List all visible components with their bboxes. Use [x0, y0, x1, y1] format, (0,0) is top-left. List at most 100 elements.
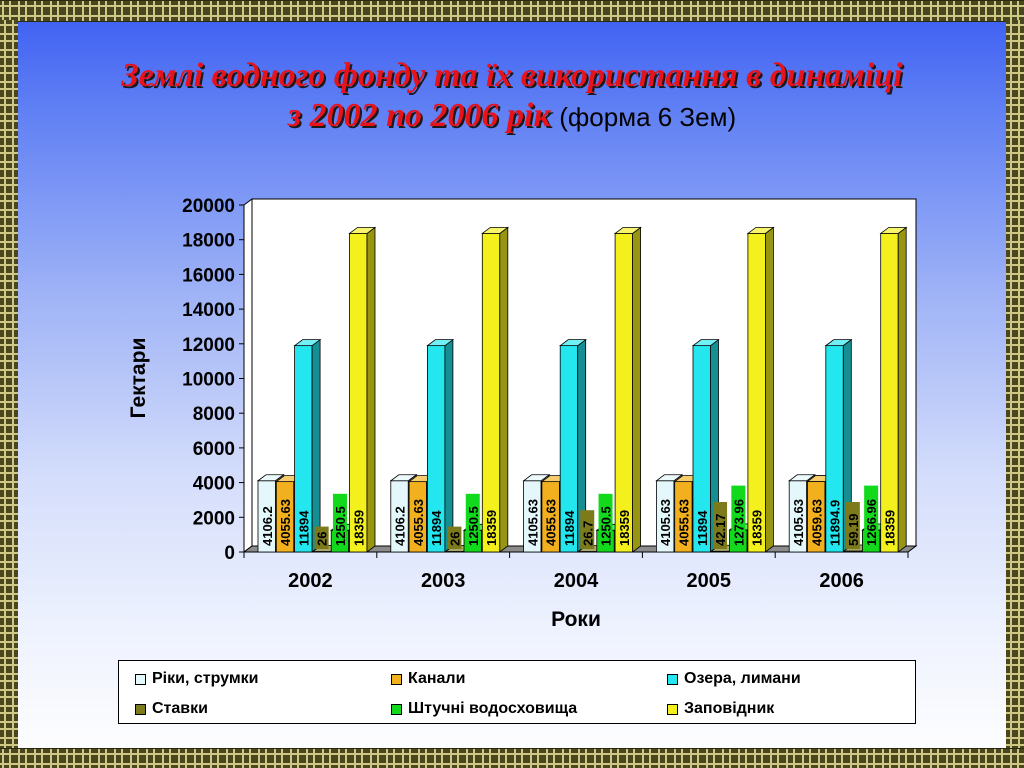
- data-label: 1250.5: [465, 493, 481, 549]
- data-label-text: 18359: [617, 510, 632, 546]
- bar-top: [879, 227, 908, 234]
- data-label-text: 1250.5: [599, 506, 614, 546]
- y-axis-label: Гектари: [127, 338, 150, 419]
- y-tick-label: 18000: [182, 231, 235, 252]
- x-tick-label: 2002: [288, 570, 333, 592]
- bottom-border: [0, 748, 1024, 768]
- chart-side-wall: [243, 198, 253, 553]
- y-tick-label: 8000: [193, 404, 235, 425]
- data-label-background: [616, 502, 631, 549]
- bar-top: [481, 227, 509, 234]
- legend-swatch: [135, 673, 146, 685]
- bar-top: [348, 227, 377, 234]
- bar: [348, 226, 377, 553]
- data-label: 18359: [882, 502, 897, 549]
- data-label-text: 18359: [351, 510, 366, 546]
- legend-label: Ріки, струмки: [152, 670, 259, 687]
- data-label-background: [809, 485, 824, 549]
- data-label-background: [731, 485, 746, 549]
- legend-item: Озера, лимани: [667, 669, 801, 689]
- data-label-text: 4105.63: [658, 499, 673, 546]
- data-label: 4105.63: [525, 485, 540, 549]
- data-label-text: 11894: [296, 510, 311, 546]
- data-label: 4055.63: [543, 485, 559, 549]
- data-label-text: 4055.63: [411, 499, 426, 546]
- data-label-background: [392, 493, 407, 549]
- bar-side: [632, 226, 641, 553]
- bar: [559, 338, 587, 553]
- data-label-background: [410, 485, 425, 549]
- data-label-text: 4105.63: [791, 499, 806, 546]
- data-label-background: [845, 502, 860, 549]
- data-label: 59.19: [845, 502, 861, 549]
- data-label-background: [694, 502, 709, 549]
- legend-label: Заповідник: [684, 700, 775, 717]
- data-label-text: 26: [447, 532, 462, 546]
- bar-side: [311, 338, 321, 553]
- data-label: 11894: [694, 502, 710, 549]
- x-tick-label: 2006: [819, 570, 864, 592]
- data-label-text: 4055.63: [676, 499, 691, 546]
- legend-swatch: [391, 673, 402, 685]
- legend-item: Ставки: [135, 699, 208, 719]
- top-border: [0, 0, 1024, 22]
- y-tick-label: 4000: [193, 474, 235, 495]
- chart-legend: Ріки, струмки Канали Озера, лимани Ставки Шт…: [118, 660, 916, 724]
- x-tick-labels: 2002 2003 2004 2005 2006: [243, 552, 909, 592]
- data-label-text: 11894: [695, 510, 710, 546]
- y-tick-labels: 0 2000 4000 6000 8000 10000 12000 14000 16000 180…: [182, 196, 244, 564]
- data-label: 26: [447, 526, 462, 549]
- data-label-background: [484, 502, 499, 549]
- data-label-text: 59.19: [846, 513, 861, 546]
- legend-item: Штучні водосховища: [391, 699, 577, 719]
- data-label: 1266.96: [864, 485, 879, 549]
- bar-top: [256, 474, 285, 482]
- data-label: 4055.63: [278, 485, 293, 549]
- data-label: 26.7: [580, 510, 595, 549]
- x-tick-label: 2003: [421, 570, 466, 592]
- data-label: 4055.63: [410, 485, 426, 549]
- title-line-2: з 2002 по 2006 рік (форма 6 Зем): [20, 96, 1004, 137]
- data-label-text: 1250.5: [333, 506, 348, 546]
- y-tick-label: 10000: [182, 370, 235, 391]
- y-tick-label: 14000: [182, 300, 235, 321]
- y-tick-label: 12000: [182, 335, 235, 356]
- data-label-text: 18359: [484, 510, 499, 546]
- bar: [879, 226, 908, 553]
- bar-side: [897, 226, 907, 553]
- left-border: [0, 20, 18, 748]
- data-label-text: 1273.96: [731, 499, 746, 546]
- title-line-2-text: з 2002 по 2006 рік: [287, 97, 551, 134]
- data-label-text: 18359: [882, 510, 897, 546]
- legend-item: Канали: [391, 669, 465, 689]
- data-label-text: 4055.63: [278, 499, 293, 546]
- data-label-background: [749, 502, 764, 549]
- data-label-background: [882, 502, 897, 549]
- legend-label: Озера, лимани: [684, 670, 801, 687]
- bar-top: [788, 474, 816, 482]
- data-label-text: 1250.5: [466, 506, 481, 546]
- bar-side: [366, 226, 376, 553]
- bar: [691, 338, 720, 553]
- bar-top: [559, 339, 587, 347]
- data-label: 11894.9: [827, 485, 843, 549]
- data-label-background: [259, 493, 274, 549]
- data-label-text: 4106.2: [260, 506, 275, 546]
- bar-top: [746, 227, 775, 234]
- data-label: 4059.63: [809, 485, 824, 549]
- y-tick-label: 20000: [182, 196, 235, 217]
- slide-title: Землі водного фонду та їх використання в…: [20, 56, 1004, 137]
- data-label-background: [713, 502, 728, 549]
- legend-item: Заповідник: [667, 699, 774, 719]
- data-label-background: [447, 526, 462, 549]
- data-label: 4055.63: [676, 485, 691, 549]
- legend-label: Штучні водосховища: [408, 700, 578, 717]
- data-label: 1250.5: [598, 493, 614, 549]
- data-label-text: 26: [315, 532, 330, 546]
- bar-side: [765, 226, 774, 553]
- bar: [746, 226, 775, 553]
- data-label-text: 4055.63: [544, 499, 559, 546]
- data-label-background: [676, 485, 691, 549]
- data-label-text: 1266.96: [864, 499, 879, 546]
